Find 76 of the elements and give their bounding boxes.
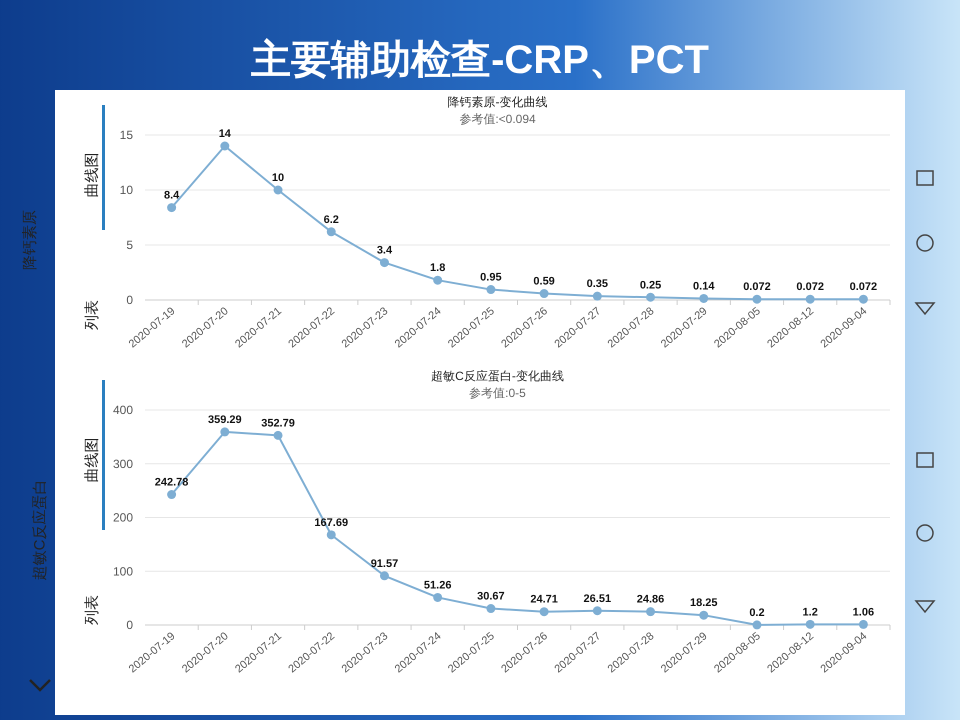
data-label: 1.06 bbox=[852, 606, 874, 618]
data-label: 18.25 bbox=[690, 597, 718, 610]
point bbox=[699, 610, 708, 620]
point bbox=[806, 620, 815, 629]
point bbox=[167, 490, 176, 500]
chart-title: 降钙素原-变化曲线 bbox=[448, 95, 548, 109]
text: 曲线图 bbox=[84, 152, 100, 198]
text: 列表 bbox=[84, 595, 100, 625]
data-label: 0.95 bbox=[480, 272, 502, 284]
data-label: 352.79 bbox=[261, 417, 295, 430]
y-tick-label: 200 bbox=[112, 510, 134, 524]
data-label: 1.8 bbox=[430, 262, 446, 274]
text: 列表 bbox=[84, 300, 100, 330]
point bbox=[752, 294, 762, 304]
point bbox=[274, 186, 283, 194]
point bbox=[486, 285, 496, 294]
data-label: 0.25 bbox=[640, 279, 662, 292]
data-label: 242.78 bbox=[154, 476, 188, 489]
chart-subtitle: 参考值:<0.094 bbox=[459, 112, 536, 126]
chart-subtitle: 参考值:0-5 bbox=[469, 386, 526, 400]
text: 主要辅助检查-CRP、PCT bbox=[250, 38, 709, 82]
point bbox=[433, 592, 442, 602]
chart-title: 超敏C反应蛋白-变化曲线 bbox=[431, 369, 564, 383]
y-tick-label: 100 bbox=[112, 564, 134, 578]
data-label: 10 bbox=[272, 172, 284, 184]
data-label: 91.57 bbox=[370, 558, 398, 570]
data-label: 26.51 bbox=[584, 592, 612, 605]
data-label: 24.71 bbox=[530, 594, 558, 606]
point bbox=[540, 289, 549, 298]
point bbox=[380, 571, 389, 580]
data-label: 0.072 bbox=[796, 281, 824, 294]
data-label: 0.35 bbox=[586, 278, 608, 290]
y-tick-label: 400 bbox=[112, 403, 134, 417]
point bbox=[274, 430, 283, 440]
data-label: 51.26 bbox=[424, 579, 452, 592]
point bbox=[220, 427, 230, 436]
data-label: 167.69 bbox=[314, 516, 348, 529]
data-label: 0.072 bbox=[743, 281, 771, 294]
point bbox=[592, 292, 602, 301]
data-label: 1.2 bbox=[802, 606, 818, 618]
data-label: 0.59 bbox=[533, 276, 555, 288]
data-label: 30.67 bbox=[477, 590, 505, 603]
y-tick-label: 0 bbox=[126, 293, 134, 307]
point bbox=[699, 294, 708, 303]
point bbox=[752, 620, 762, 630]
point bbox=[380, 258, 389, 268]
point bbox=[167, 203, 176, 212]
point bbox=[592, 606, 602, 616]
y-tick-label: 10 bbox=[120, 183, 134, 197]
text: 超敏C反应蛋白 bbox=[32, 480, 48, 580]
y-tick-label: 5 bbox=[126, 238, 134, 252]
text: 曲线图 bbox=[84, 438, 100, 482]
point bbox=[433, 276, 442, 285]
point bbox=[540, 607, 549, 616]
point bbox=[220, 142, 230, 150]
data-label: 24.86 bbox=[636, 594, 664, 606]
data-label: 6.2 bbox=[324, 214, 339, 226]
point bbox=[646, 607, 656, 616]
data-label: 8.4 bbox=[164, 190, 180, 202]
point bbox=[486, 604, 496, 614]
point bbox=[858, 620, 868, 629]
data-label: 14 bbox=[218, 128, 232, 140]
point bbox=[646, 292, 656, 302]
data-label: 0.14 bbox=[693, 280, 716, 292]
point bbox=[326, 530, 336, 540]
y-tick-label: 0 bbox=[126, 618, 134, 632]
data-label: 0.2 bbox=[749, 606, 765, 619]
point bbox=[858, 294, 868, 304]
data-label: 3.4 bbox=[376, 244, 393, 257]
data-label: 0.072 bbox=[850, 281, 878, 294]
point bbox=[806, 294, 815, 304]
data-label: 359.29 bbox=[208, 414, 242, 426]
y-tick-label: 300 bbox=[112, 456, 134, 471]
text: 降钙素原 bbox=[22, 210, 38, 270]
y-tick-label: 15 bbox=[120, 128, 134, 142]
point bbox=[326, 227, 336, 236]
